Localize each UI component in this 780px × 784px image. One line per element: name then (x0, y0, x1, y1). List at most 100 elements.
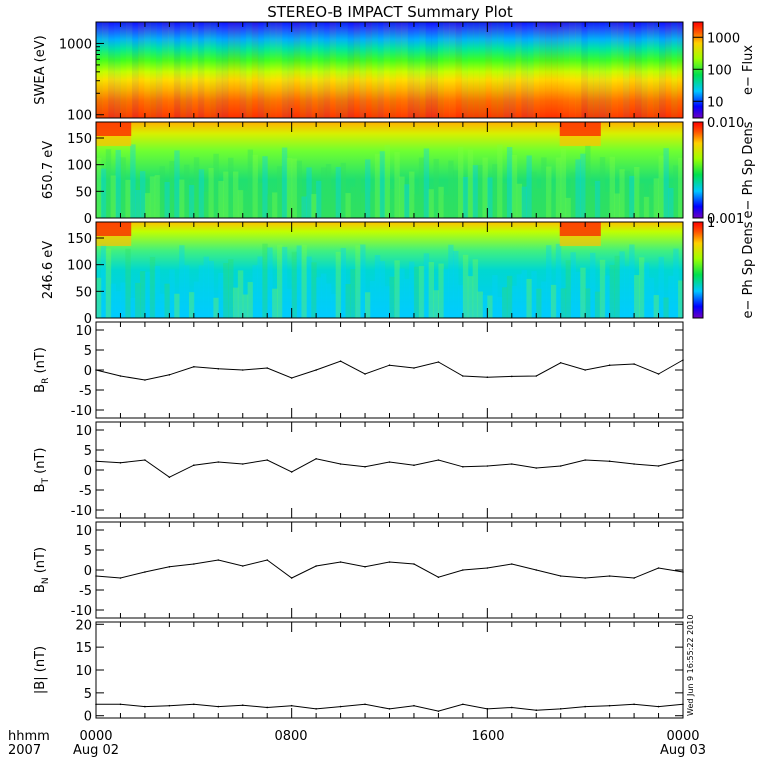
swea-cell (617, 22, 624, 118)
pitch-cell (286, 158, 293, 218)
pitch-cell (384, 144, 390, 218)
pitch-cell (492, 275, 498, 318)
y-tick-label: -10 (71, 404, 92, 419)
pitch-cell (228, 157, 234, 218)
pitch-cell (502, 287, 508, 318)
pitch-hot-region (559, 236, 601, 246)
pitch-cell (355, 245, 361, 318)
pitch-cell (257, 182, 263, 218)
pitch-cell (242, 294, 249, 318)
data-point (535, 709, 538, 712)
swea-cell (533, 22, 540, 118)
pitch-cell (291, 158, 298, 218)
pitch-cell (384, 286, 390, 318)
pitch-cell (604, 192, 611, 218)
pitch-cell (325, 164, 332, 218)
pitch-cell (267, 194, 273, 218)
pitch-cell (619, 251, 625, 318)
pitch-cell (413, 266, 420, 318)
swea-cell (365, 22, 373, 118)
pitch-cell (237, 270, 244, 318)
data-point (633, 703, 635, 706)
data-point (168, 566, 171, 568)
swea-cell (467, 22, 474, 118)
swea-cell (143, 22, 151, 118)
pitch-cell (599, 157, 606, 218)
pitch-cell (105, 248, 112, 318)
data-point (119, 577, 122, 579)
swea-cell (497, 22, 504, 118)
pitch-cell (643, 196, 650, 218)
pitch-cell (511, 154, 518, 218)
swea-cell (611, 22, 618, 118)
data-point (193, 703, 195, 706)
pitch-cell (648, 184, 655, 218)
swea-cell (401, 22, 409, 118)
pitch-cell (404, 184, 410, 218)
pitch-cell (247, 282, 254, 318)
pitch-cell (614, 255, 620, 318)
y-axis-label: BN (nT) (33, 547, 51, 593)
pitch-cell (526, 155, 532, 218)
pitch-cell (242, 190, 249, 218)
data-point (510, 563, 513, 565)
data-point (168, 704, 171, 707)
data-point (388, 461, 391, 463)
pitch-cell (453, 251, 459, 318)
data-point (168, 374, 171, 376)
x-tick-label-1600: 1600 (471, 729, 504, 744)
swea-cell (635, 22, 642, 118)
y-tick-label: 0 (84, 464, 92, 479)
pitch-heatmap (96, 222, 683, 318)
swea-cell (581, 22, 588, 118)
pitch-cell (345, 284, 351, 318)
swea-cell (257, 22, 265, 118)
swea-cell (233, 22, 241, 118)
pitch-cell (340, 247, 346, 318)
pitch-cell (272, 288, 278, 318)
pitch-cell (448, 244, 454, 318)
x-axis-footer: hhmm 2007 0000 Aug 02 0800 1600 0000 Aug… (8, 729, 706, 758)
pitch-cell (159, 293, 165, 318)
pitch-cell (531, 271, 537, 318)
timestamp-label: Wed Jun 9 16:55:22 2010 (686, 615, 695, 717)
x-tick-label-0800: 0800 (274, 729, 307, 744)
pitch-cell (257, 256, 263, 318)
swea-cell (551, 22, 558, 118)
pitch-cell (585, 288, 591, 318)
data-point (413, 704, 415, 707)
pitch-cell (179, 179, 185, 218)
swea-cell (185, 22, 193, 118)
pitch-hot-region (559, 222, 601, 236)
data-point (608, 704, 611, 707)
pitch-cell (164, 182, 170, 218)
data-point (119, 462, 122, 464)
swea-cell (479, 22, 486, 118)
pitch-cell (120, 282, 126, 318)
swea-cell (287, 22, 295, 118)
data-point (315, 708, 317, 710)
y-tick-label: 0 (84, 312, 92, 327)
pitch-cell (443, 269, 449, 318)
pitch-cell (629, 244, 635, 318)
y-tick-label: 100 (67, 259, 92, 274)
swea-cell (473, 22, 480, 118)
swea-cell (599, 22, 606, 118)
pitch-cell (487, 177, 493, 218)
swea-cell (311, 22, 319, 118)
pitch-cell (457, 146, 464, 218)
pitch-hot-region (96, 122, 132, 136)
swea-cell (515, 22, 522, 118)
pitch-cell (291, 251, 298, 318)
pitch-cell (135, 282, 141, 318)
pitch-cell (565, 197, 571, 218)
pitch-cell (609, 156, 616, 218)
data-point (144, 459, 146, 461)
swea-cell (209, 22, 217, 118)
swea-cell (161, 22, 169, 118)
data-point (462, 466, 464, 468)
swea-cell (527, 22, 534, 118)
pitch-cell (423, 148, 430, 218)
swea-cell (221, 22, 229, 118)
